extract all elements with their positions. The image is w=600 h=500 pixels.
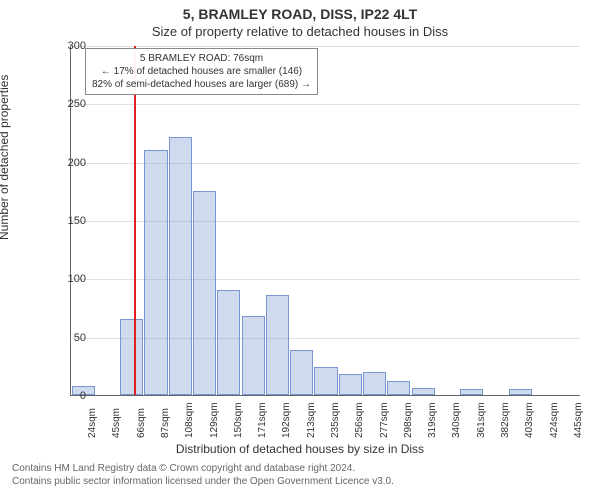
x-tick-label: 277sqm xyxy=(379,402,390,438)
x-tick-label: 87sqm xyxy=(160,408,171,438)
y-tick-label: 50 xyxy=(50,332,86,344)
histogram-bar xyxy=(266,295,289,395)
infobox-line1: 5 BRAMLEY ROAD: 76sqm xyxy=(92,52,311,65)
histogram-bar xyxy=(193,191,216,395)
y-tick-label: 200 xyxy=(50,157,86,169)
x-tick-label: 66sqm xyxy=(136,408,147,438)
histogram-bar xyxy=(509,389,532,395)
y-tick-label: 150 xyxy=(50,215,86,227)
histogram-bar xyxy=(460,389,483,395)
gridline xyxy=(71,46,580,47)
x-tick-label: 445sqm xyxy=(573,402,584,438)
x-tick-label: 382sqm xyxy=(500,402,511,438)
histogram-bar xyxy=(144,150,167,395)
x-tick-label: 192sqm xyxy=(281,402,292,438)
marker-infobox: 5 BRAMLEY ROAD: 76sqm ← 17% of detached … xyxy=(85,48,318,95)
histogram-bar xyxy=(290,350,313,396)
attribution-line1: Contains HM Land Registry data © Crown c… xyxy=(12,462,394,475)
x-tick-label: 319sqm xyxy=(427,402,438,438)
histogram-bar xyxy=(412,388,435,395)
y-tick-label: 0 xyxy=(50,390,86,402)
histogram-bar xyxy=(314,367,337,395)
x-tick-label: 45sqm xyxy=(111,408,122,438)
x-tick-label: 129sqm xyxy=(209,402,220,438)
y-axis-label: Number of detached properties xyxy=(0,75,11,240)
x-tick-label: 150sqm xyxy=(233,402,244,438)
x-axis-label: Distribution of detached houses by size … xyxy=(0,442,600,456)
infobox-line2: ← 17% of detached houses are smaller (14… xyxy=(92,65,311,78)
y-tick-label: 300 xyxy=(50,40,86,52)
histogram-bar xyxy=(120,319,143,395)
x-tick-label: 108sqm xyxy=(184,402,195,438)
x-tick-label: 235sqm xyxy=(330,402,341,438)
y-tick-label: 100 xyxy=(50,273,86,285)
gridline xyxy=(71,104,580,105)
histogram-bar xyxy=(242,316,265,395)
x-tick-label: 403sqm xyxy=(524,402,535,438)
x-tick-label: 24sqm xyxy=(87,408,98,438)
x-tick-label: 171sqm xyxy=(257,402,268,438)
chart-subtitle: Size of property relative to detached ho… xyxy=(0,24,600,39)
x-tick-label: 361sqm xyxy=(476,402,487,438)
reference-marker-line xyxy=(134,46,136,395)
histogram-bar xyxy=(363,372,386,395)
x-tick-label: 213sqm xyxy=(306,402,317,438)
infobox-line3: 82% of semi-detached houses are larger (… xyxy=(92,78,311,91)
histogram-bar xyxy=(217,290,240,395)
histogram-bar xyxy=(169,137,192,395)
chart-container: 5, BRAMLEY ROAD, DISS, IP22 4LT Size of … xyxy=(0,0,600,500)
plot-area: 5 BRAMLEY ROAD: 76sqm ← 17% of detached … xyxy=(70,46,580,396)
attribution-line2: Contains public sector information licen… xyxy=(12,475,394,488)
x-tick-label: 424sqm xyxy=(549,402,560,438)
histogram-bar xyxy=(387,381,410,395)
attribution-text: Contains HM Land Registry data © Crown c… xyxy=(12,462,394,488)
chart-title: 5, BRAMLEY ROAD, DISS, IP22 4LT xyxy=(0,6,600,22)
histogram-bar xyxy=(339,374,362,395)
x-tick-label: 340sqm xyxy=(451,402,462,438)
y-tick-label: 250 xyxy=(50,98,86,110)
x-tick-label: 256sqm xyxy=(354,402,365,438)
x-tick-label: 298sqm xyxy=(403,402,414,438)
